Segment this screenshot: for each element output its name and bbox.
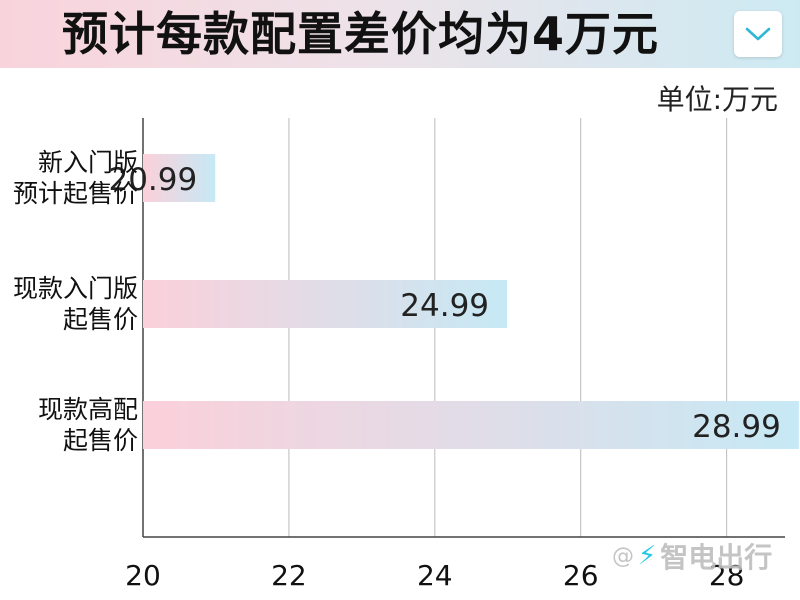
watermark-at: @ [612,543,634,569]
category-label: 新入门版 预计起售价 [13,147,138,209]
title-band [0,0,800,68]
x-tick-label: 26 [563,559,599,592]
bar [143,154,216,202]
lightning-icon: ⚡ [638,541,657,571]
x-tick-label: 22 [271,559,307,592]
category-label-line: 现款入门版 [12,274,138,303]
bar [143,280,508,328]
dropdown-button[interactable] [734,11,782,57]
category-label-line: 起售价 [62,426,138,455]
x-tick-label: 24 [417,559,453,592]
x-tick-label: 28 [709,559,745,592]
bar-value-label: 24.99 [400,288,489,324]
x-tick-label: 20 [125,559,161,592]
bar-value-label: 20.99 [108,162,197,198]
category-label: 现款入门版 起售价 [13,273,138,335]
category-label: 现款高配 起售价 [38,394,138,456]
category-label-line: 预计起售价 [12,179,138,208]
category-label-line: 现款高配 [37,395,138,424]
bar [143,401,799,449]
watermark: @ ⚡ 智电出行 [612,536,772,576]
category-label-line: 新入门版 [37,148,138,177]
chevron-down-icon [745,27,771,41]
unit-label: 单位:万元 [656,83,778,116]
bar-value-label: 28.99 [692,409,781,445]
watermark-text: 智电出行 [660,541,773,574]
page-title: 预计每款配置差价均为4万元 [62,7,660,61]
category-label-line: 起售价 [62,305,138,334]
